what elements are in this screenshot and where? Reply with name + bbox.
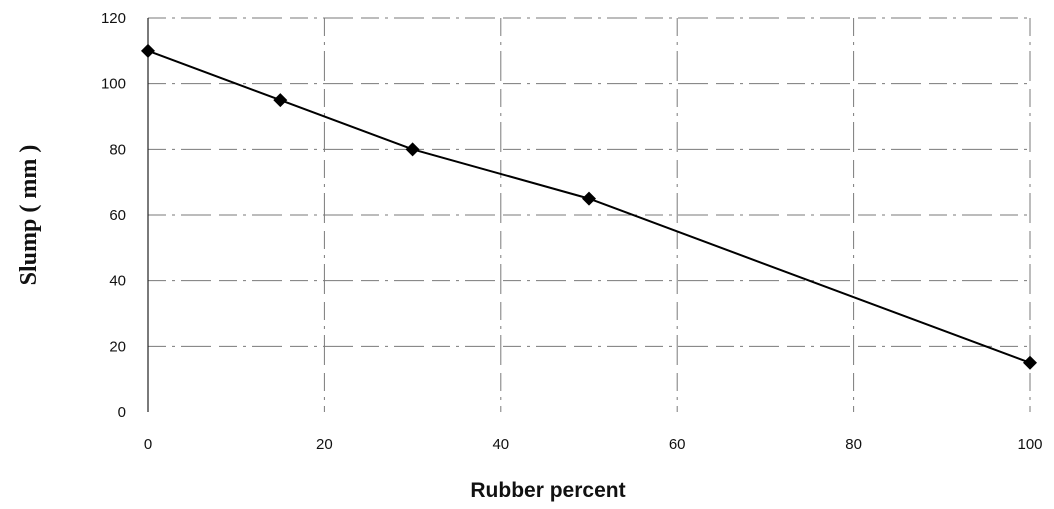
x-tick-label-40: 40: [492, 436, 509, 453]
tick-labels: 0 20 40 60 80 100 120 0 20 40 60 80 100: [101, 10, 1043, 453]
y-tick-label-120: 120: [101, 10, 126, 27]
grid-lines: [148, 17, 1031, 412]
data-point-0: [141, 43, 155, 58]
x-tick-label-80: 80: [845, 436, 862, 453]
data-point-100: [1023, 355, 1037, 370]
data-point-15: [273, 93, 288, 108]
y-tick-label-20: 20: [109, 338, 126, 355]
x-tick-label-0: 0: [144, 436, 152, 453]
x-tick-label-100: 100: [1017, 436, 1042, 453]
y-tick-label-40: 40: [109, 273, 126, 290]
y-tick-label-100: 100: [101, 76, 126, 93]
x-tick-label-20: 20: [316, 436, 333, 453]
y-tick-label-60: 60: [109, 207, 126, 224]
y-axis-title: Slump ( mm ): [16, 145, 42, 286]
x-axis-title: Rubber percent: [470, 479, 625, 502]
x-tick-label-60: 60: [669, 436, 686, 453]
y-tick-label-80: 80: [109, 141, 126, 158]
data-point-50: [582, 191, 596, 206]
series: [141, 43, 1037, 370]
y-tick-label-0: 0: [118, 404, 126, 421]
data-point-30: [405, 142, 420, 157]
